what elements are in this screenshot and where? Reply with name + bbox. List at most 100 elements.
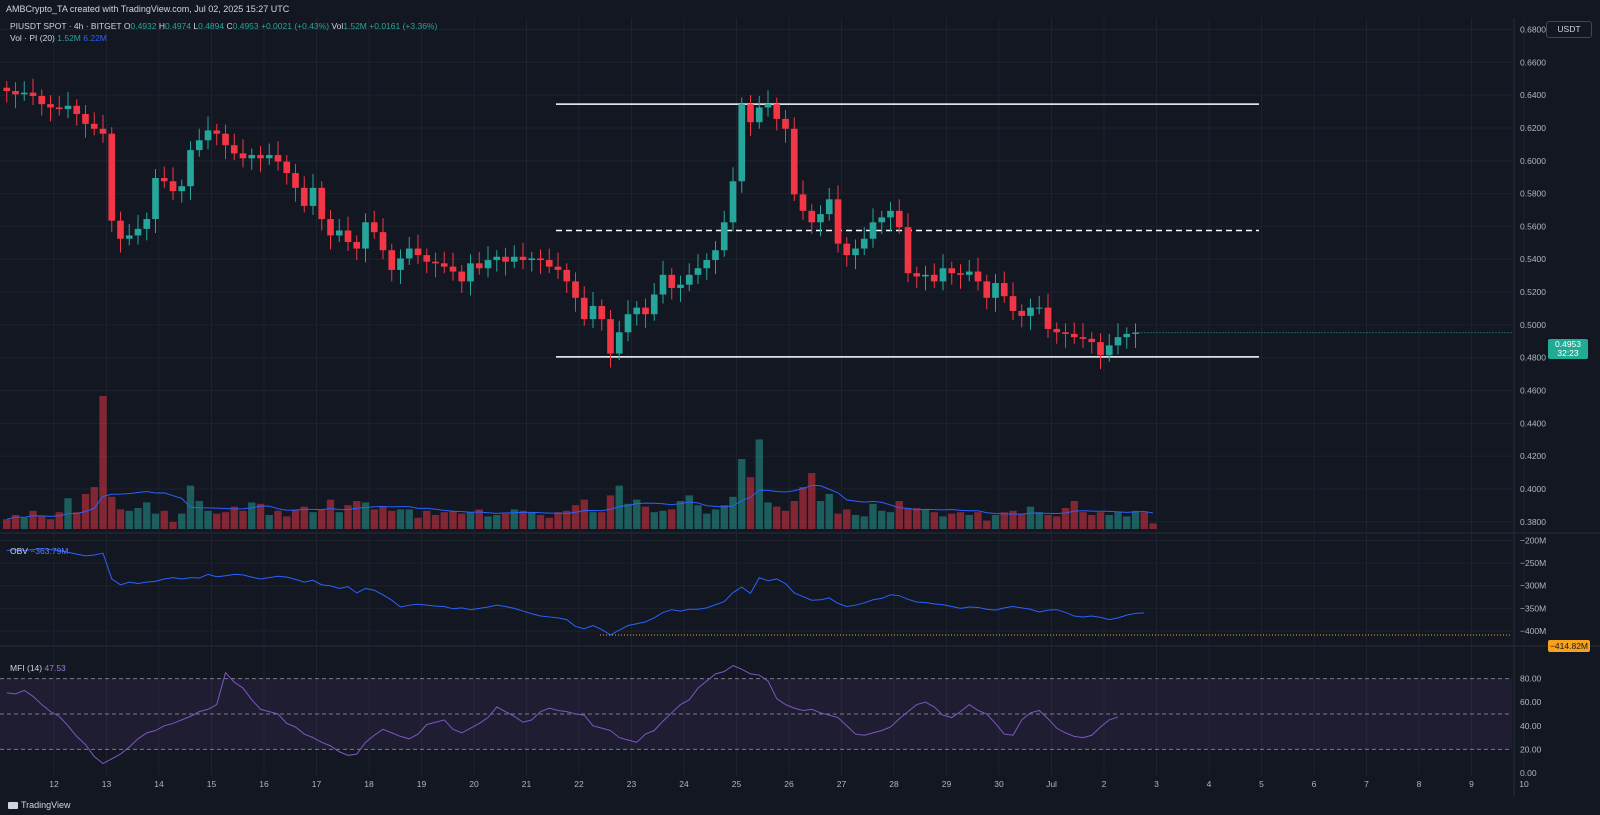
volume-bar <box>930 512 938 529</box>
price-tick-label: 0.5800 <box>1520 189 1546 199</box>
candle-body <box>720 222 728 251</box>
candle-body <box>1027 307 1034 316</box>
candle-body <box>64 105 72 110</box>
volume-bar <box>1070 501 1078 529</box>
time-tick-label: 18 <box>364 779 374 789</box>
candle-body <box>493 256 501 261</box>
obv-tick-label: −300M <box>1520 581 1546 591</box>
symbol-legend[interactable]: PIUSDT SPOT · 4h · BITGET O0.4932 H0.497… <box>10 21 437 31</box>
candle-body <box>974 271 982 282</box>
candle-body <box>353 242 361 249</box>
tradingview-logo[interactable]: TradingView <box>8 800 71 810</box>
time-tick-label: 26 <box>784 779 794 789</box>
candle-body <box>309 187 317 206</box>
candle-body <box>274 155 282 162</box>
price-tick-label: 0.6400 <box>1520 90 1546 100</box>
volume-bar <box>440 512 448 529</box>
volume-bar <box>965 515 973 529</box>
candle-body <box>939 268 947 282</box>
candle-body <box>738 104 746 182</box>
obv-tick-label: −400M <box>1520 626 1546 636</box>
volume-bar <box>843 509 851 529</box>
candle-body <box>537 258 544 261</box>
candle-body <box>983 281 991 298</box>
candle-body <box>904 227 912 274</box>
candle-body <box>397 258 404 270</box>
candle-body <box>204 130 212 141</box>
volume-bar <box>545 517 553 529</box>
obv-legend[interactable]: OBV −363.79M <box>10 546 68 556</box>
time-tick-label: 15 <box>207 779 217 789</box>
volume-bar <box>1105 515 1113 529</box>
candle-body <box>432 261 439 264</box>
candle-body <box>615 332 623 354</box>
time-tick-label: 25 <box>732 779 742 789</box>
candle-body <box>12 91 19 95</box>
mfi-tick-label: 60.00 <box>1520 697 1542 707</box>
time-tick-label: 20 <box>469 779 479 789</box>
obv-price-badge: −414.82M <box>1548 640 1590 652</box>
candle-body <box>169 181 177 192</box>
volume-bar <box>99 396 107 529</box>
price-tick-label: 0.4600 <box>1520 386 1546 396</box>
time-tick-label: 3 <box>1154 779 1159 789</box>
volume-bar <box>1079 512 1087 529</box>
time-tick-label: 14 <box>154 779 164 789</box>
volume-bar <box>283 516 291 529</box>
candle-body <box>1062 332 1069 334</box>
candle-body <box>799 194 807 211</box>
candle-body <box>712 250 719 261</box>
volume-bar <box>528 512 536 529</box>
price-tick-label: 0.4400 <box>1520 418 1546 428</box>
candle-body <box>957 273 964 275</box>
volume-bar <box>764 502 772 529</box>
volume-bar <box>1018 513 1026 529</box>
volume-bar <box>169 522 177 529</box>
candle-body <box>3 87 11 92</box>
price-tick-label: 0.5000 <box>1520 320 1546 330</box>
volume-bars <box>3 396 1157 529</box>
candle-body <box>99 128 107 134</box>
attribution-text: AMBCrypto_TA created with TradingView.co… <box>6 4 290 14</box>
mfi-legend[interactable]: MFI (14) 47.53 <box>10 663 66 673</box>
volume-bar <box>195 501 203 529</box>
candle-body <box>948 268 956 274</box>
candle-body <box>1044 307 1052 329</box>
volume-bar <box>239 510 247 529</box>
vol-label: Vol <box>331 21 344 31</box>
candle-body <box>467 263 474 282</box>
currency-selector[interactable]: USDT <box>1546 21 1592 38</box>
candle-body <box>125 235 133 239</box>
volume-bar <box>475 509 483 529</box>
volume-bar <box>1114 512 1122 529</box>
volume-bar <box>834 513 842 529</box>
symbol-name: PIUSDT SPOT · 4h · BITGET <box>10 21 122 31</box>
candle-body <box>817 214 824 223</box>
candle-body <box>554 266 562 270</box>
candle-body <box>887 210 894 218</box>
volume-bar <box>160 510 168 529</box>
candle-body <box>703 260 711 269</box>
candle-body <box>668 274 676 288</box>
volume-bar <box>318 509 326 529</box>
volume-bar <box>248 502 256 529</box>
obv-line <box>6 548 1145 636</box>
volume-bar <box>361 502 370 529</box>
candle-body <box>458 271 466 282</box>
candle-body <box>423 255 431 262</box>
volume-bar <box>134 508 142 529</box>
candle-body <box>860 238 868 249</box>
candle-body <box>1018 310 1026 316</box>
candle-body <box>117 220 124 239</box>
candle-body <box>747 104 754 123</box>
volume-bar <box>449 510 457 529</box>
volume-bar <box>913 508 921 529</box>
volume-bar <box>414 517 422 529</box>
time-tick-label: Jul <box>1046 779 1057 789</box>
candle-body <box>913 273 921 277</box>
volume-bar <box>676 501 685 529</box>
candle-body <box>379 232 387 251</box>
volume-legend[interactable]: Vol · PI (20) 1.52M 6.22M <box>10 33 107 43</box>
candle-body <box>545 260 553 267</box>
